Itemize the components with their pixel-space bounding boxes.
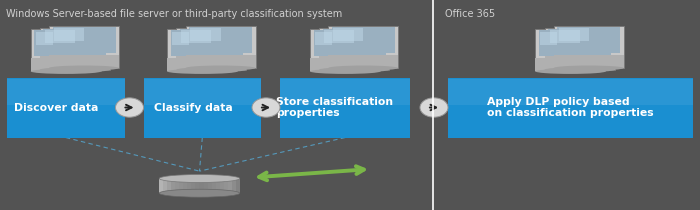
Ellipse shape [116,98,144,117]
FancyBboxPatch shape [188,178,192,193]
FancyBboxPatch shape [228,178,232,193]
FancyBboxPatch shape [7,78,125,138]
FancyBboxPatch shape [199,178,204,193]
Text: Apply DLP policy based
on classification properties: Apply DLP policy based on classification… [487,97,654,118]
Ellipse shape [40,67,110,72]
FancyBboxPatch shape [536,58,606,71]
Text: Classify data: Classify data [153,103,232,113]
FancyBboxPatch shape [186,26,256,68]
FancyBboxPatch shape [211,178,216,193]
Ellipse shape [554,66,624,71]
FancyBboxPatch shape [550,30,580,43]
FancyBboxPatch shape [189,27,252,53]
FancyBboxPatch shape [195,178,200,193]
FancyBboxPatch shape [179,178,184,193]
FancyBboxPatch shape [545,28,615,70]
FancyBboxPatch shape [171,30,234,56]
FancyBboxPatch shape [323,29,386,55]
FancyBboxPatch shape [548,29,611,55]
FancyBboxPatch shape [40,28,110,70]
FancyBboxPatch shape [328,55,398,68]
Ellipse shape [310,69,380,74]
FancyBboxPatch shape [144,78,261,138]
FancyBboxPatch shape [280,78,410,138]
FancyBboxPatch shape [207,178,212,193]
Ellipse shape [159,175,239,182]
FancyBboxPatch shape [167,58,237,71]
Ellipse shape [536,69,606,74]
FancyBboxPatch shape [191,178,196,193]
Ellipse shape [328,66,398,71]
Text: Windows Server-based file server or third-party classification system: Windows Server-based file server or thir… [6,9,342,20]
FancyBboxPatch shape [236,178,241,193]
Text: Store classification
properties: Store classification properties [276,97,393,118]
FancyBboxPatch shape [144,80,261,105]
Ellipse shape [167,69,237,74]
FancyBboxPatch shape [180,29,243,55]
FancyBboxPatch shape [332,27,395,53]
FancyBboxPatch shape [160,178,164,193]
FancyBboxPatch shape [536,29,606,71]
FancyBboxPatch shape [448,80,693,105]
FancyBboxPatch shape [280,80,410,105]
FancyBboxPatch shape [448,78,693,138]
FancyBboxPatch shape [314,30,377,56]
FancyBboxPatch shape [539,30,602,56]
FancyBboxPatch shape [216,178,220,193]
Ellipse shape [31,69,101,74]
FancyBboxPatch shape [324,30,354,43]
FancyBboxPatch shape [310,29,380,71]
FancyBboxPatch shape [31,58,101,71]
Text: Office 365: Office 365 [445,9,496,20]
FancyBboxPatch shape [310,58,380,71]
Ellipse shape [420,98,448,117]
FancyBboxPatch shape [204,178,209,193]
FancyBboxPatch shape [43,29,106,55]
Ellipse shape [176,67,246,72]
FancyBboxPatch shape [40,56,110,70]
Ellipse shape [159,189,239,197]
FancyBboxPatch shape [554,26,624,68]
FancyBboxPatch shape [186,55,256,68]
FancyBboxPatch shape [190,28,220,41]
FancyBboxPatch shape [49,55,119,68]
Ellipse shape [319,67,389,72]
FancyBboxPatch shape [49,26,119,68]
FancyBboxPatch shape [232,178,237,193]
FancyBboxPatch shape [319,56,389,70]
FancyBboxPatch shape [540,32,570,45]
Ellipse shape [186,66,256,71]
FancyBboxPatch shape [34,30,97,56]
Ellipse shape [49,66,119,71]
FancyBboxPatch shape [175,178,180,193]
FancyBboxPatch shape [315,32,345,45]
FancyBboxPatch shape [333,28,363,41]
Ellipse shape [252,98,280,117]
Ellipse shape [545,67,615,72]
FancyBboxPatch shape [176,28,246,70]
FancyBboxPatch shape [172,32,202,45]
FancyBboxPatch shape [328,26,398,68]
FancyBboxPatch shape [52,27,116,53]
FancyBboxPatch shape [45,30,75,43]
FancyBboxPatch shape [319,28,389,70]
FancyBboxPatch shape [167,29,237,71]
FancyBboxPatch shape [557,27,620,53]
FancyBboxPatch shape [172,178,176,193]
Text: Discover data: Discover data [14,103,99,113]
FancyBboxPatch shape [220,178,224,193]
FancyBboxPatch shape [183,178,188,193]
FancyBboxPatch shape [36,32,66,45]
FancyBboxPatch shape [176,56,246,70]
FancyBboxPatch shape [54,28,84,41]
FancyBboxPatch shape [163,178,168,193]
FancyBboxPatch shape [167,178,172,193]
FancyBboxPatch shape [545,56,615,70]
FancyBboxPatch shape [7,80,125,105]
FancyBboxPatch shape [31,29,101,71]
FancyBboxPatch shape [559,28,589,41]
FancyBboxPatch shape [554,55,624,68]
FancyBboxPatch shape [224,178,228,193]
FancyBboxPatch shape [181,30,211,43]
